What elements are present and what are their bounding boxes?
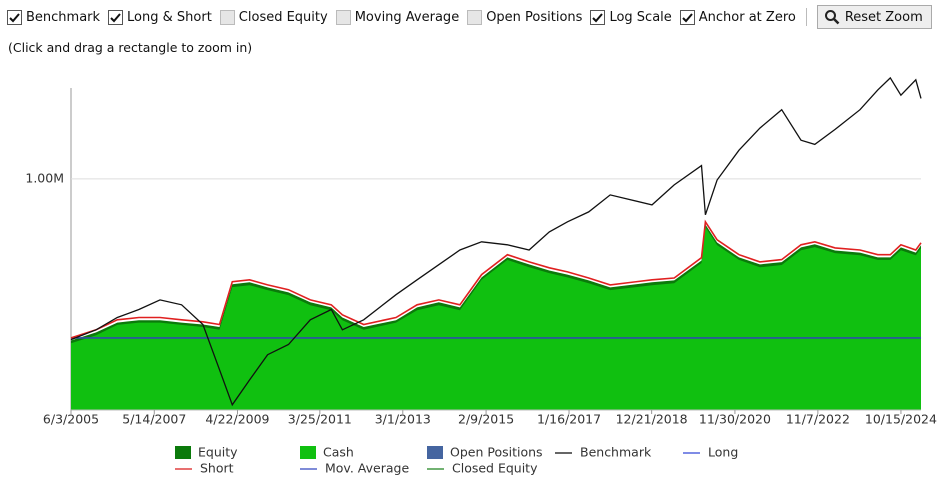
legend-label: Cash	[323, 445, 354, 460]
x-tick-label: 6/3/2005	[43, 412, 99, 427]
checkbox-label[interactable]: Long & Short	[127, 9, 212, 25]
x-tick-label: 4/22/2009	[205, 412, 269, 427]
x-tick-label: 11/7/2022	[786, 412, 850, 427]
legend-label: Mov. Average	[325, 461, 409, 476]
zoom-icon-lens	[824, 10, 836, 21]
separator	[805, 8, 807, 26]
area	[71, 227, 921, 410]
legend-swatch	[175, 446, 191, 459]
reset-zoom-label[interactable]: Reset Zoom	[844, 9, 923, 25]
line	[70, 76, 922, 407]
check-path	[9, 12, 20, 22]
y-tick-label: 1.00M	[25, 170, 64, 185]
checkbox-option[interactable]: Anchor at Zero	[679, 9, 796, 25]
reset-zoom-button[interactable]: Reset Zoom	[816, 5, 932, 29]
checkbox[interactable]	[335, 9, 351, 25]
checkbox-label[interactable]: Benchmark	[26, 9, 101, 25]
checkbox-option[interactable]: Benchmark	[7, 9, 101, 25]
zoom-icon	[824, 10, 840, 25]
line	[70, 219, 922, 339]
checkbox-label[interactable]: Log Scale	[609, 9, 672, 25]
legend-label: Equity	[198, 445, 238, 460]
checkbox[interactable]	[679, 9, 695, 25]
x-tick-label: 3/1/2013	[375, 412, 431, 427]
checkbox[interactable]	[219, 9, 235, 25]
legend-label: Open Positions	[450, 445, 543, 460]
area	[71, 224, 921, 410]
zoom-icon-handle	[832, 18, 840, 25]
checkbox[interactable]	[467, 9, 483, 25]
checkbox-option[interactable]: Log Scale	[590, 9, 672, 25]
check-path	[682, 12, 693, 22]
checkbox-option[interactable]: Open Positions	[467, 9, 583, 25]
legend-swatch	[300, 446, 316, 459]
x-tick-label: 2/9/2015	[458, 412, 514, 427]
hint: (Click and drag a rectangle to zoom in)	[8, 40, 253, 55]
checkbox-option[interactable]: Moving Average	[335, 9, 460, 25]
legend-label: Benchmark	[580, 445, 652, 460]
x-tick-label: 12/21/2018	[616, 412, 688, 427]
x-tick-label: 1/16/2017	[537, 412, 601, 427]
x-tick-label: 3/25/2011	[288, 412, 352, 427]
check-mark	[9, 12, 20, 22]
x-tick-label: 5/14/2007	[122, 412, 186, 427]
legend-label: Short	[200, 461, 234, 476]
check-mark	[110, 12, 121, 22]
checkbox-label[interactable]: Anchor at Zero	[698, 9, 796, 25]
check-path	[110, 12, 121, 22]
legend-label: Long	[708, 445, 738, 460]
checkbox-label[interactable]: Open Positions	[486, 9, 583, 25]
check-mark	[682, 12, 693, 22]
check-path	[592, 12, 604, 22]
checkbox[interactable]	[7, 9, 22, 25]
checkbox-option[interactable]: Closed Equity	[219, 9, 328, 25]
legend-swatch	[427, 446, 443, 459]
x-tick-label: 10/15/2024	[865, 412, 937, 427]
checkbox[interactable]	[590, 9, 606, 25]
check-mark	[592, 12, 604, 22]
checkbox-label[interactable]: Closed Equity	[238, 9, 328, 25]
x-tick-label: 11/30/2020	[699, 412, 771, 427]
checkbox-label[interactable]: Moving Average	[354, 9, 460, 25]
checkbox[interactable]	[108, 9, 124, 25]
legend-label: Closed Equity	[452, 461, 538, 476]
checkbox-option[interactable]: Long & Short	[108, 9, 212, 25]
toolbar: Benchmark Long & Short Closed Equity Moving…	[0, 0, 944, 34]
